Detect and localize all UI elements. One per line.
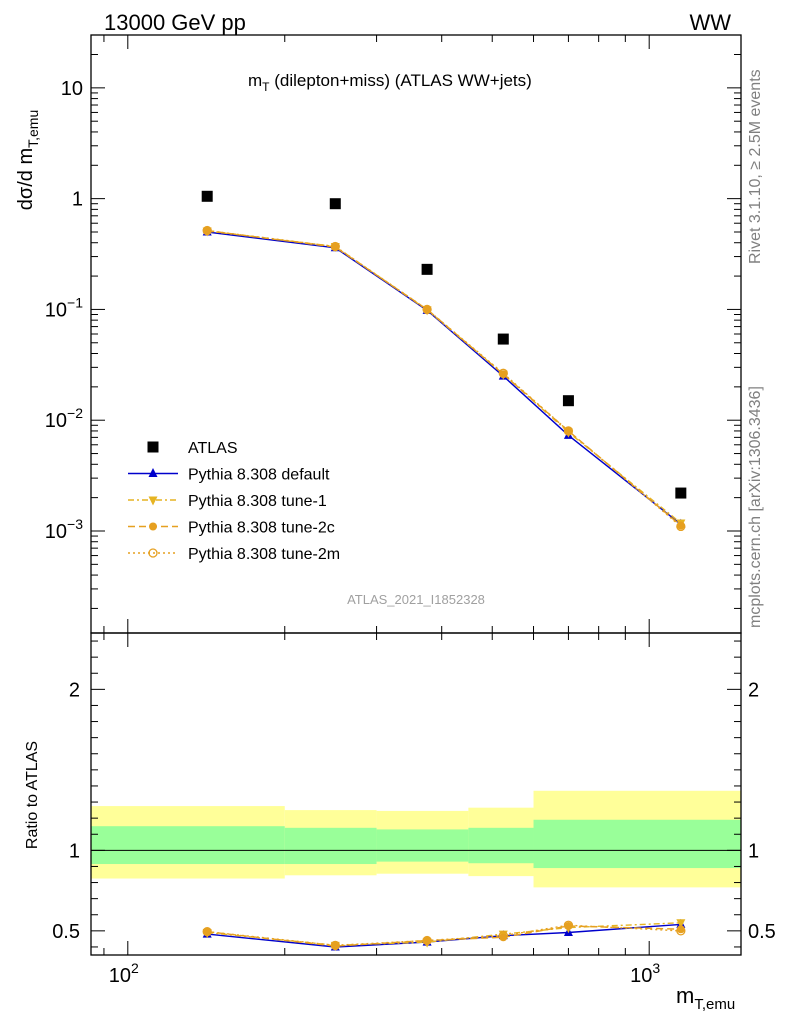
ratio-point-pythia-8-308-tune-2m	[676, 926, 686, 936]
ratio-y-tick-label-right: 1	[748, 840, 759, 862]
legend-label: Pythia 8.308 tune-2c	[188, 520, 335, 537]
main-point-atlas	[497, 333, 509, 345]
legend-entry-pythia-8-308-tune-2m: Pythia 8.308 tune-2m	[128, 546, 340, 563]
main-plot-frame	[90, 34, 742, 634]
ratio-y-tick-label-left: 2	[69, 679, 80, 701]
main-y-tick-label: 10−3	[45, 516, 83, 543]
ratio-point-pythia-8-308-tune-2m	[498, 931, 508, 941]
main-point-pythia-8-308-tune-2c	[203, 226, 212, 235]
main-point-pythia-8-308-tune-2m	[498, 368, 508, 378]
legend-marker	[148, 468, 158, 477]
ratio-y-tick-label-right: 0.5	[748, 921, 776, 943]
legend-entry-atlas: ATLAS	[147, 440, 238, 457]
ratio-point-pythia-8-308-tune-2m	[563, 920, 574, 930]
main-point-pythia-8-308-tune-2m	[676, 521, 686, 532]
axis-ticks	[91, 34, 741, 955]
energy-label: 13000 GeV pp	[104, 10, 246, 35]
ratio-y-tick-label-right: 2	[748, 679, 759, 701]
ratio-stat-uncertainty-band	[376, 829, 469, 862]
main-point-pythia-8-308-tune-2m	[563, 426, 574, 436]
main-point-atlas	[201, 190, 213, 202]
mcplots-label: mcplots.cern.ch [arXiv:1306.3436]	[747, 386, 764, 628]
legend: ATLAS Pythia 8.308 default Pythia 8.308 tu…	[128, 440, 340, 563]
legend-marker	[149, 522, 157, 531]
main-point-pythia-8-308-tune-2m	[422, 304, 432, 315]
ratio-point-pythia-8-308-tune-2c	[203, 927, 212, 936]
legend-label: Pythia 8.308 tune-2m	[188, 546, 340, 563]
ratio-line-pythia-8-308-tune-2m	[207, 924, 681, 947]
ratio-plot-frame	[90, 632, 742, 956]
main-point-pythia-8-308-tune-2c	[331, 243, 340, 252]
main-line-pythia-8-308-tune-2m	[207, 229, 682, 527]
ratio-uncertainty-bands	[91, 790, 741, 888]
main-y-tick-label: 10−1	[45, 294, 83, 321]
analysis-watermark: ATLAS_2021_I1852328	[347, 592, 485, 607]
main-y-tick-label: 10	[61, 78, 83, 100]
main-point-atlas	[329, 198, 341, 210]
legend-label: ATLAS	[188, 440, 238, 457]
main-line-pythia-8-308-default	[207, 231, 682, 525]
ratio-point-pythia-8-308-tune-2m	[422, 935, 432, 946]
process-label: WW	[689, 10, 731, 35]
main-point-pythia-8-308-tune-2m	[202, 225, 212, 236]
main-y-tick-label: 1	[72, 189, 83, 211]
ratio-stat-uncertainty-band	[91, 826, 285, 865]
ratio-point-pythia-8-308-tune-2m	[202, 927, 212, 937]
legend-marker	[148, 496, 158, 506]
ratio-point-pythia-8-308-tune-2c	[564, 922, 573, 931]
ratio-y-axis-label: Ratio to ATLAS	[24, 741, 41, 849]
x-tick-label: 103	[630, 960, 660, 987]
legend-entry-pythia-8-308-tune-2c: Pythia 8.308 tune-2c	[128, 520, 335, 537]
axis-tick-labels: 10 1 10−1 10−2 10−3 0.5 0.5 1 1 2 2 102 103	[45, 78, 776, 987]
ratio-y-tick-label-left: 1	[69, 840, 80, 862]
main-point-pythia-8-308-tune-2m	[330, 241, 340, 252]
ratio-line-pythia-8-308-tune-2c	[207, 925, 681, 947]
main-y-tick-label: 10−2	[45, 405, 83, 432]
main-point-atlas	[421, 263, 433, 275]
main-title: mT (dilepton+miss) (ATLAS WW+jets)	[248, 71, 532, 94]
ratio-stat-uncertainty-band	[284, 827, 377, 865]
ratio-point-pythia-8-308-tune-1	[676, 919, 686, 929]
x-axis-label: mT,emu	[676, 983, 735, 1013]
ratio-plot-series	[202, 918, 686, 951]
ratio-stat-uncertainty-band	[533, 819, 741, 869]
legend-entry-pythia-8-308-default: Pythia 8.308 default	[128, 467, 330, 484]
main-plot-series	[201, 190, 687, 532]
legend-entry-pythia-8-308-tune-1: Pythia 8.308 tune-1	[128, 493, 327, 510]
legend-marker	[148, 548, 158, 558]
ratio-y-tick-label-left: 0.5	[52, 921, 80, 943]
x-tick-label: 102	[109, 960, 139, 987]
ratio-line-pythia-8-308-default	[207, 923, 681, 948]
legend-marker	[147, 441, 159, 453]
main-point-atlas	[562, 395, 574, 407]
legend-label: Pythia 8.308 tune-1	[188, 493, 327, 510]
main-y-axis-label: dσ/d mT,emu	[15, 110, 41, 211]
main-point-atlas	[675, 487, 687, 499]
ratio-point-pythia-8-308-tune-2c	[331, 942, 340, 951]
ratio-stat-uncertainty-band	[468, 827, 534, 864]
main-point-pythia-8-308-tune-2c	[676, 521, 685, 530]
ratio-point-pythia-8-308-tune-2m	[330, 940, 340, 950]
rivet-version-label: Rivet 3.1.10, ≥ 2.5M events	[747, 69, 764, 264]
legend-label: Pythia 8.308 default	[188, 467, 330, 484]
